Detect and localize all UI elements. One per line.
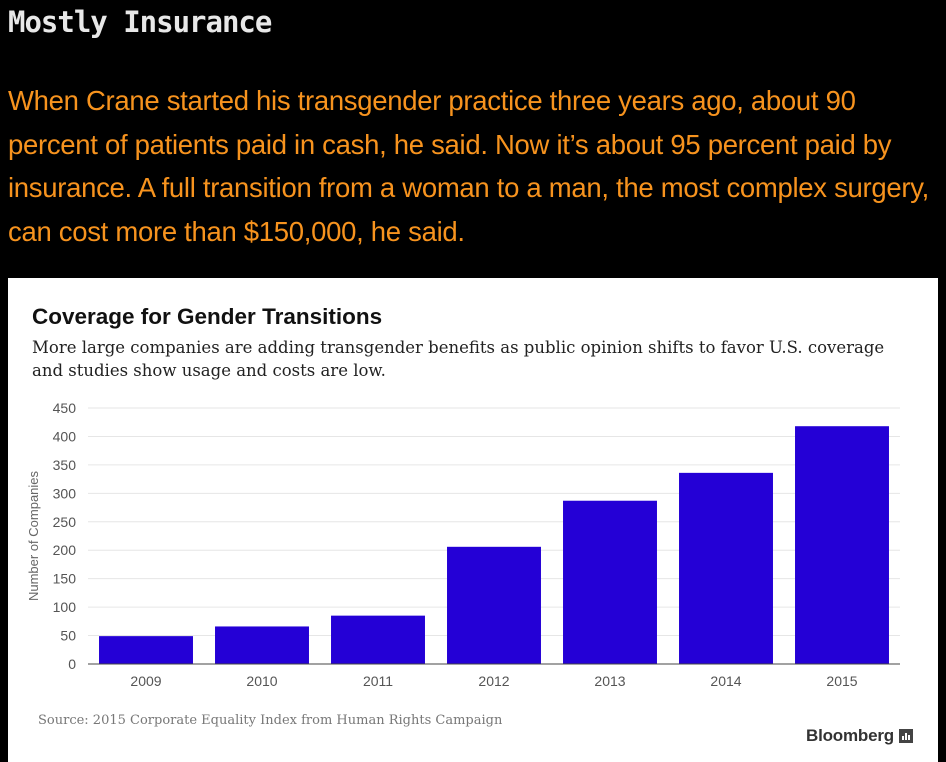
- bar-2012: [447, 546, 541, 664]
- article-heading: Mostly Insurance: [8, 5, 272, 39]
- bar-2013: [563, 500, 657, 664]
- y-axis-label: Number of Companies: [26, 470, 41, 601]
- chart-title: Coverage for Gender Transitions: [32, 304, 383, 329]
- logo-text: Bloomberg: [806, 726, 894, 745]
- y-tick-label: 450: [53, 400, 77, 416]
- x-tick-label: 2009: [130, 673, 161, 689]
- bar-2011: [331, 615, 425, 664]
- bar-chart: 0 50 100 150 200 250 300 350 400 450 Number of Com…: [26, 400, 900, 689]
- x-tick-label: 2015: [826, 673, 857, 689]
- bar-2009: [99, 636, 193, 664]
- bar-2014: [679, 472, 773, 664]
- bar-2010: [215, 626, 309, 664]
- y-tick-label: 250: [53, 514, 77, 530]
- chart-subtitle: More large companies are adding transgen…: [32, 338, 885, 380]
- y-tick-label: 400: [53, 428, 77, 444]
- x-tick-label: 2013: [594, 673, 625, 689]
- x-tick-label: 2012: [478, 673, 509, 689]
- chart-source: Source: 2015 Corporate Equality Index fr…: [38, 713, 503, 728]
- y-tick-label: 100: [53, 599, 77, 615]
- chart-card: Coverage for Gender Transitions More lar…: [8, 278, 938, 762]
- x-tick-label: 2010: [246, 673, 277, 689]
- bloomberg-logo: Bloomberg: [806, 726, 913, 746]
- bloomberg-chart-icon: [898, 729, 913, 743]
- y-tick-label: 150: [53, 571, 77, 587]
- bar-2015: [795, 426, 889, 664]
- x-tick-label: 2014: [710, 673, 741, 689]
- y-tick-label: 350: [53, 457, 77, 473]
- article-paragraph: When Crane started his transgender pract…: [8, 85, 929, 247]
- y-tick-label: 200: [53, 542, 77, 558]
- y-tick-label: 300: [53, 485, 77, 501]
- x-tick-label: 2011: [363, 673, 393, 689]
- y-tick-label: 50: [60, 628, 76, 644]
- y-tick-label: 0: [68, 656, 76, 672]
